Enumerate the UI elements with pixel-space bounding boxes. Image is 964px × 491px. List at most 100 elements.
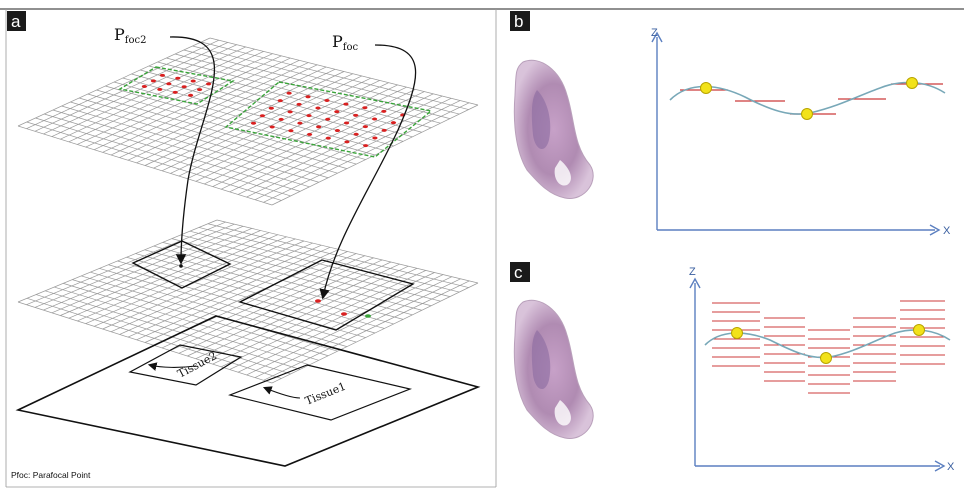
tissue2-label: Tissue2	[175, 349, 219, 381]
grid-line	[144, 71, 345, 166]
grid-line	[85, 236, 287, 324]
panel-c-label-box	[510, 262, 530, 282]
grid-line	[77, 234, 279, 322]
grid-line	[170, 257, 374, 351]
grid-line	[221, 270, 426, 368]
focus-point	[277, 99, 283, 103]
grid-line	[263, 102, 470, 203]
focus-point	[334, 110, 340, 114]
pfoc2-label: Pfoc2	[114, 25, 146, 46]
focus-point	[306, 132, 313, 136]
panel-b-label-box	[510, 11, 530, 31]
grid-line	[94, 57, 291, 151]
grid-line	[43, 44, 237, 135]
focus-point	[363, 144, 369, 148]
focus-point	[315, 299, 321, 303]
focus-point	[250, 121, 257, 125]
grid-line	[34, 223, 235, 308]
focus-marker	[913, 324, 925, 336]
grid-line	[187, 261, 392, 357]
grid-line	[195, 84, 398, 182]
focus-point	[159, 73, 165, 77]
grid-line	[204, 86, 407, 185]
grid-line	[127, 246, 331, 338]
focal-plane-stacks	[712, 300, 945, 394]
top-grid-plane	[17, 37, 479, 206]
grid-line	[254, 278, 461, 378]
focus-point	[372, 136, 378, 140]
middle-grid-plane	[17, 219, 479, 384]
focus-point	[190, 79, 196, 83]
chart-c-x-label: X	[947, 461, 955, 473]
tissue1-region	[228, 364, 413, 421]
focus-point	[259, 114, 266, 118]
grid-line	[229, 93, 434, 193]
focus-point	[325, 117, 331, 121]
focus-point	[324, 98, 330, 102]
focus-point	[390, 121, 397, 125]
grid-line	[178, 259, 383, 354]
focus-point	[371, 117, 378, 121]
grid-line	[60, 48, 255, 140]
grid-line	[17, 219, 218, 303]
grid-line	[161, 255, 366, 349]
grid-line	[212, 89, 416, 187]
chart-c-axes	[689, 277, 946, 472]
focus-marker	[820, 352, 832, 364]
focus-point	[269, 125, 275, 129]
grid-line	[187, 82, 389, 179]
focus-marker	[731, 327, 743, 339]
focus-region-large	[224, 81, 433, 158]
grid-line	[221, 91, 425, 190]
grid-line	[60, 230, 261, 316]
grid-line	[110, 242, 313, 333]
grid-line	[136, 249, 339, 341]
grid-line	[254, 100, 461, 201]
chart-b-axes	[651, 31, 941, 236]
focus-point	[175, 76, 181, 80]
grid-line	[195, 263, 400, 360]
focus-point	[362, 125, 368, 129]
tissue2-arrow	[147, 362, 197, 371]
focus-point	[381, 128, 387, 132]
focus-point	[287, 110, 293, 114]
grid-line	[229, 272, 435, 370]
focus-point	[286, 91, 292, 95]
focus-point	[344, 140, 350, 144]
focus-points	[141, 73, 406, 148]
footnote: Pfoc: Parafocal Point	[11, 470, 91, 480]
focus-point	[150, 79, 156, 83]
focus-point	[353, 132, 359, 136]
focus-point	[341, 312, 347, 316]
chart-b-x-label: X	[943, 225, 951, 237]
grid-line	[144, 251, 348, 343]
focus-point	[278, 117, 284, 121]
grid-line	[102, 60, 300, 153]
grid-line	[77, 53, 273, 145]
focus-point	[157, 87, 163, 91]
pfoc-arrow	[319, 44, 417, 300]
panel-a-label: a	[11, 12, 21, 31]
tissue-section-image	[513, 299, 594, 439]
grid-line	[119, 64, 318, 158]
focus-marker	[700, 82, 712, 94]
grid-line	[127, 66, 327, 161]
grid-line	[68, 232, 270, 319]
pfoc-label: Pfoc	[332, 32, 358, 53]
grid-line	[237, 95, 443, 195]
grid-line	[110, 62, 309, 156]
chart-c-z-label: Z	[689, 266, 696, 278]
grid-line	[212, 267, 418, 365]
focus-point	[362, 106, 368, 110]
focus-point	[306, 114, 312, 118]
tissue-section-image	[513, 59, 594, 199]
tissue1-arrow	[262, 386, 301, 399]
focus-point	[343, 121, 350, 125]
grid-line	[237, 274, 444, 373]
focus-point	[268, 106, 274, 110]
focus-point	[288, 129, 294, 133]
grid-line	[246, 276, 453, 376]
focus-marker	[801, 108, 813, 120]
focus-point	[172, 90, 178, 94]
